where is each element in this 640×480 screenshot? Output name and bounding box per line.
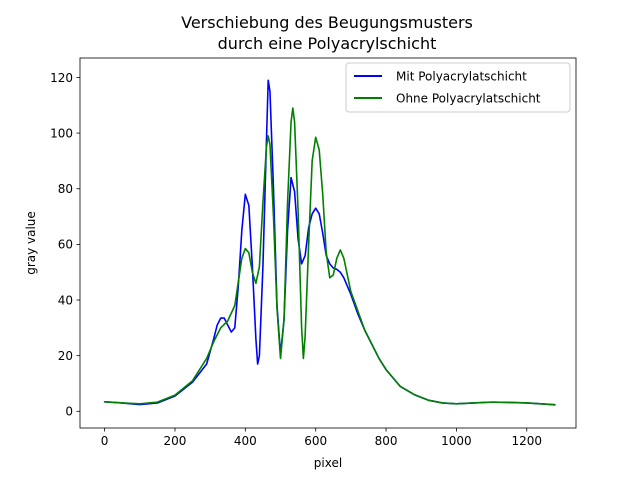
- chart-title-line-2: durch eine Polyacrylschicht: [218, 34, 437, 53]
- chart-title-line-1: Verschiebung des Beugungsmusters: [181, 13, 473, 32]
- y-tick-label: 20: [58, 349, 73, 363]
- y-tick-label: 60: [58, 238, 73, 252]
- y-tick-label: 100: [50, 126, 73, 140]
- series-layer: [103, 79, 556, 406]
- axes-frame: [79, 57, 577, 429]
- legend: Mit Polyacrylatschicht Ohne Polyacrylats…: [345, 62, 571, 113]
- x-tick-label: 1000: [441, 434, 472, 448]
- y-tick-label: 40: [58, 293, 73, 307]
- y-axis-label: gray value: [24, 211, 38, 275]
- y-axis-ticks: 0 20 40 60 80 100 120: [50, 71, 80, 419]
- series-line-ohne-polyacrylatschicht: [103, 107, 556, 406]
- legend-box: [345, 62, 571, 113]
- x-tick-label: 400: [234, 434, 257, 448]
- y-tick-label: 80: [58, 182, 73, 196]
- y-tick-label: 0: [65, 405, 73, 419]
- legend-label-ohne: Ohne Polyacrylatschicht: [396, 92, 541, 106]
- x-tick-label: 600: [304, 434, 327, 448]
- x-axis-ticks: 0 200 400 600 800 1000 1200: [101, 428, 542, 448]
- x-tick-label: 800: [375, 434, 398, 448]
- x-tick-label: 1200: [511, 434, 542, 448]
- series-line-mit-polyacrylatschicht: [103, 79, 556, 406]
- plot-area: [79, 57, 577, 429]
- x-tick-label: 200: [164, 434, 187, 448]
- x-axis-label: pixel: [314, 456, 342, 470]
- legend-label-mit: Mit Polyacrylatschicht: [396, 70, 527, 84]
- x-tick-label: 0: [101, 434, 109, 448]
- y-tick-label: 120: [50, 71, 73, 85]
